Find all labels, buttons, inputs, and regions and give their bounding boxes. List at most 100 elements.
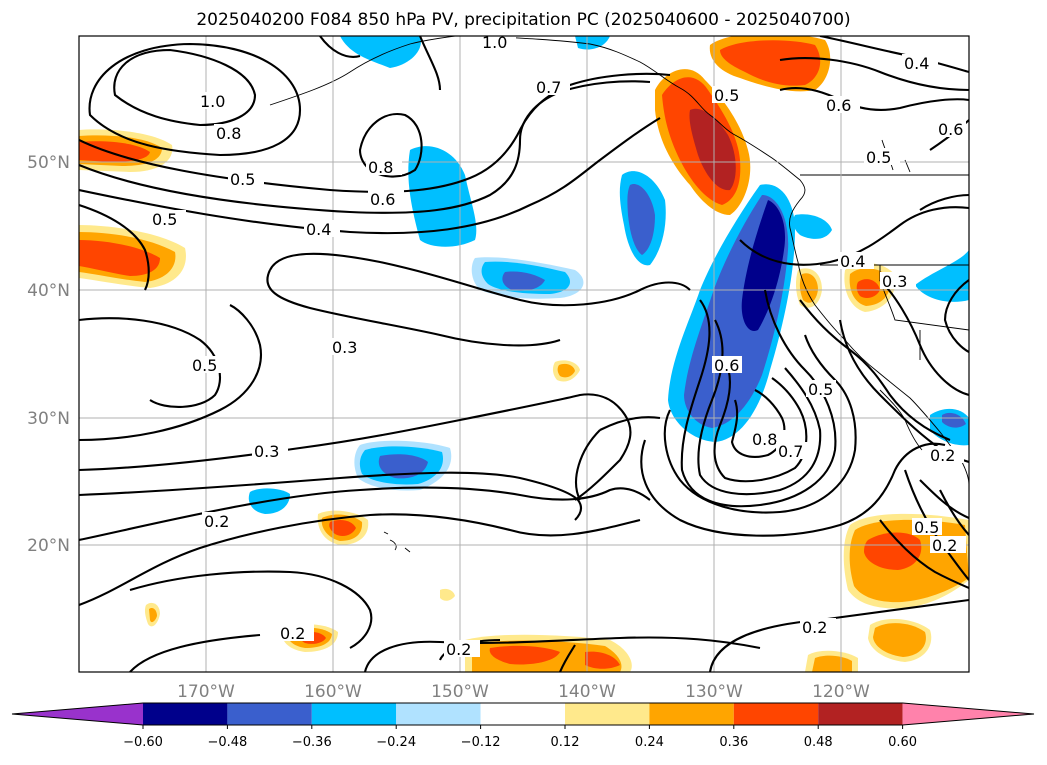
colorbar-tick-label: −0.60	[123, 735, 163, 750]
longitude-labels: 170°W 160°W 150°W 140°W 130°W 120°W	[177, 682, 870, 702]
colorbar-tick-label: −0.12	[461, 735, 501, 750]
pv-contour	[358, 113, 423, 178]
lat-label: 30°N	[27, 409, 70, 429]
contour-label: 0.3	[254, 442, 279, 461]
colorbar-segment	[311, 703, 397, 725]
lon-label: 130°W	[685, 682, 743, 702]
lat-label: 20°N	[27, 536, 70, 556]
contour-label: 0.4	[840, 252, 865, 271]
contour-label: 1.0	[200, 92, 225, 111]
colorbar-segment	[733, 703, 819, 725]
contour-label: 0.5	[192, 356, 217, 375]
pv-contour	[266, 269, 561, 347]
pv-contour	[79, 486, 651, 542]
contour-label: 0.6	[826, 96, 851, 115]
pv-contour	[939, 489, 969, 536]
contour-label: 0.8	[752, 430, 777, 449]
precip-negative-goa	[408, 146, 477, 247]
contour-label: 0.5	[808, 380, 833, 399]
lon-label: 120°W	[812, 682, 870, 702]
pv-contour	[113, 48, 257, 127]
contour-label: 0.8	[368, 158, 393, 177]
contour-labels: 1.0 1.0 0.8 0.8 0.7 0.5 0.5 0.6 0.4 0.6	[150, 33, 966, 659]
contour-label: 0.2	[802, 618, 827, 637]
pv-contour	[129, 570, 373, 672]
contour-label: 0.2	[930, 446, 955, 465]
contour-label: 0.5	[914, 518, 939, 537]
pv-contour	[943, 279, 969, 353]
pv-contour	[779, 86, 969, 111]
pv-contour	[697, 319, 822, 496]
pv-contour	[879, 519, 969, 589]
colorbar-segment	[649, 703, 734, 725]
pv-contour	[919, 479, 969, 519]
pv-contour	[730, 389, 786, 458]
contour-label: 0.6	[370, 190, 395, 209]
pv-contour	[713, 359, 808, 483]
pv-contour	[575, 416, 661, 501]
lon-label: 140°W	[558, 682, 616, 702]
pv-contour	[904, 469, 969, 581]
pv-contour	[739, 206, 969, 266]
contour-label: 0.2	[446, 640, 471, 659]
contour-label: 0.7	[778, 442, 803, 461]
pv-contours	[79, 36, 969, 672]
pv-contour	[640, 439, 946, 537]
colorbar-extend-high	[902, 703, 1034, 725]
colorbar-tick-label: 0.24	[635, 735, 664, 750]
colorbar-segment	[227, 703, 312, 725]
colorbar-tick-label: −0.48	[207, 735, 247, 750]
contour-label: 0.5	[152, 210, 177, 229]
colorbar-segment	[565, 703, 650, 725]
pv-contour	[779, 57, 969, 92]
colorbar-tick-label: 0.12	[551, 735, 580, 750]
pv-contour	[79, 304, 262, 442]
colorbar-segment	[143, 703, 228, 725]
pv-contour	[79, 204, 150, 291]
contour-label: 0.3	[882, 272, 907, 291]
contour-label: 0.3	[332, 338, 357, 357]
colorbar-tick-label: 0.48	[804, 735, 833, 750]
lon-label: 170°W	[177, 682, 235, 702]
contour-label: 0.5	[866, 148, 891, 167]
pv-contour	[663, 334, 857, 514]
contour-label: 0.5	[714, 86, 739, 105]
pv-contour	[680, 289, 837, 508]
contour-label: 0.5	[230, 170, 255, 189]
colorbar-tick-label: −0.36	[292, 735, 332, 750]
lat-label: 50°N	[27, 153, 70, 173]
contour-label: 0.4	[306, 220, 331, 239]
colorbar-segment	[480, 703, 565, 725]
contour-label: 1.0	[482, 33, 507, 52]
contour-label: 0.2	[280, 624, 305, 643]
pv-contour	[879, 279, 969, 397]
contour-label: 0.4	[904, 54, 929, 73]
map-title: 2025040200 F084 850 hPa PV, precipitatio…	[196, 10, 851, 30]
map-panel: 1.0 1.0 0.8 0.8 0.7 0.5 0.5 0.6 0.4 0.6	[79, 33, 969, 672]
colorbar-extend-low	[12, 703, 143, 725]
contour-label: 0.7	[536, 78, 561, 97]
colorbar-segment	[396, 703, 481, 725]
colorbar-tick-label: 0.36	[719, 735, 748, 750]
pv-contour	[269, 252, 691, 307]
pv-contour	[88, 42, 302, 157]
contour-label: 0.2	[932, 536, 957, 555]
pv-contour	[319, 36, 442, 91]
colorbar-tick-label: 0.60	[888, 735, 917, 750]
colorbar-tick-label: −0.24	[376, 735, 416, 750]
lon-label: 150°W	[431, 682, 489, 702]
contour-label: 0.6	[938, 120, 963, 139]
pv-contour	[79, 117, 661, 235]
pv-contour	[79, 72, 671, 193]
contour-label: 0.6	[714, 356, 739, 375]
map-frame	[78, 35, 970, 673]
precipitation-shading	[79, 36, 969, 672]
latitude-labels: 50°N 40°N 30°N 20°N	[27, 153, 70, 556]
colorbar: −0.60 −0.48 −0.36 −0.24 −0.12 0.12 0.24 …	[11, 702, 1035, 750]
pv-contour	[79, 513, 641, 606]
lon-label: 160°W	[304, 682, 362, 702]
colorbar-segment	[818, 703, 903, 725]
contour-label: 0.8	[216, 124, 241, 143]
